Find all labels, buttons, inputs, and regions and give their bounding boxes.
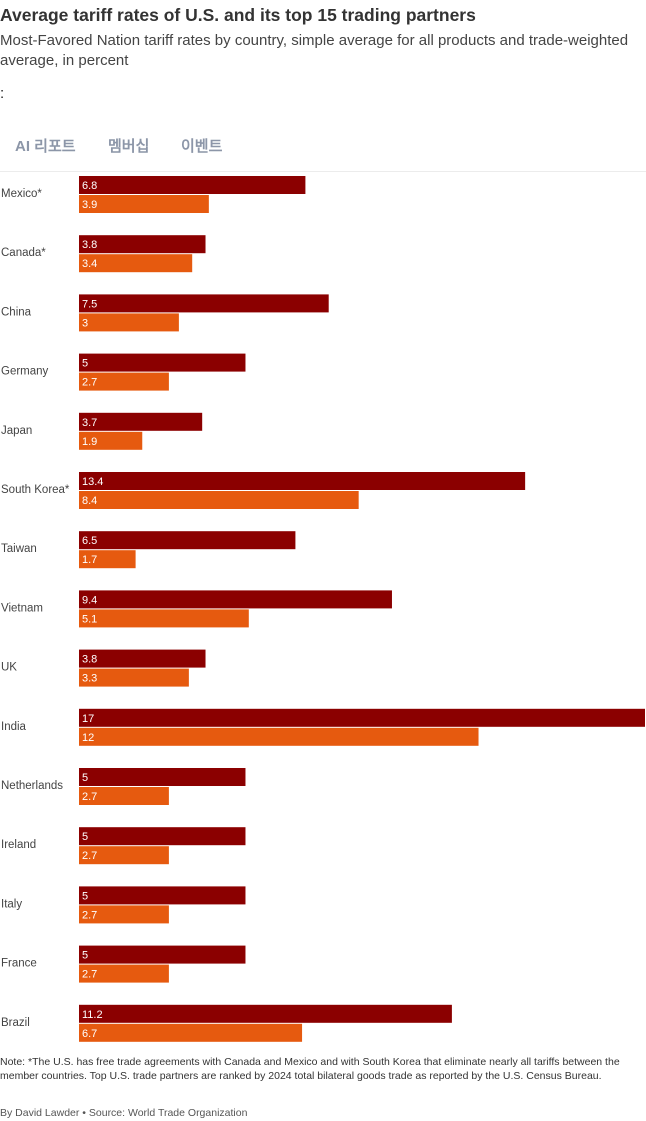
value-label-india-series-2: 12	[82, 732, 94, 744]
bar-netherlands-series-2	[79, 787, 169, 805]
bar-south-korea-series-2	[79, 491, 359, 509]
bar-uk-series-1	[79, 649, 206, 668]
bar-india-series-1	[79, 708, 645, 727]
bar-germany-series-2	[79, 372, 169, 391]
value-label-vietnam-series-1: 9.4	[82, 594, 97, 606]
value-label-germany-series-1: 5	[82, 358, 88, 370]
bar-brazil-series-2	[79, 1023, 303, 1042]
stray-mark: :	[0, 85, 5, 102]
value-label-mexico-series-2: 3.9	[82, 199, 97, 211]
bar-mexico-series-2	[79, 195, 209, 213]
category-label-uk: UK	[1, 662, 17, 674]
value-label-netherlands-series-1: 5	[82, 772, 88, 784]
bar-brazil-series-1	[79, 1004, 452, 1023]
value-label-japan-series-2: 1.9	[82, 436, 97, 448]
category-label-france: France	[1, 958, 37, 970]
nav-item-ai-report[interactable]: AI 리포트	[15, 138, 76, 155]
bar-vietnam-series-2	[79, 609, 249, 628]
value-label-ireland-series-1: 5	[82, 831, 88, 843]
value-label-brazil-series-1: 11.2	[82, 1009, 103, 1021]
value-label-mexico-series-1: 6.8	[82, 180, 97, 192]
bar-mexico-series-1	[79, 176, 306, 194]
category-label-taiwan: Taiwan	[1, 543, 37, 555]
category-label-china: China	[1, 306, 32, 318]
bar-italy-series-2	[79, 905, 169, 924]
category-label-india: India	[1, 721, 27, 733]
category-label-brazil: Brazil	[1, 1017, 30, 1029]
bar-chart: Mexico* 6.8 3.9 Canada* 3.8 3.4 China 7.5 3 Germa…	[1, 176, 645, 1042]
bar-germany-series-1	[79, 353, 246, 372]
value-label-china-series-2: 3	[82, 317, 88, 329]
bar-south-korea-series-1	[79, 472, 526, 490]
value-label-uk-series-1: 3.8	[82, 654, 97, 666]
category-label-japan: Japan	[1, 425, 32, 437]
value-label-italy-series-1: 5	[82, 890, 88, 902]
bar-japan-series-1	[79, 412, 203, 431]
category-label-south-korea: South Korea*	[1, 484, 70, 496]
bar-uk-series-2	[79, 668, 189, 687]
bar-japan-series-2	[79, 431, 143, 450]
chart-title: Average tariff rates of U.S. and its top…	[0, 5, 476, 25]
category-label-canada: Canada*	[1, 247, 46, 259]
value-label-ireland-series-2: 2.7	[82, 850, 97, 862]
category-label-vietnam: Vietnam	[1, 602, 43, 614]
value-label-india-series-1: 17	[82, 713, 94, 725]
byline-source: By David Lawder • Source: World Trade Or…	[0, 1107, 248, 1119]
bar-china-series-1	[79, 294, 329, 313]
value-label-uk-series-2: 3.3	[82, 673, 97, 685]
value-label-vietnam-series-2: 5.1	[82, 613, 97, 625]
chart-subtitle: Most-Favored Nation tariff rates by coun…	[0, 32, 629, 69]
value-label-brazil-series-2: 6.7	[82, 1028, 97, 1040]
bar-canada-series-1	[79, 235, 206, 254]
bar-france-series-1	[79, 945, 246, 964]
value-label-japan-series-1: 3.7	[82, 417, 97, 429]
value-label-netherlands-series-2: 2.7	[82, 791, 97, 803]
category-label-mexico: Mexico*	[1, 188, 42, 200]
value-label-canada-series-2: 3.4	[82, 258, 97, 270]
category-label-ireland: Ireland	[1, 839, 36, 851]
category-label-germany: Germany	[1, 366, 49, 378]
value-label-taiwan-series-2: 1.7	[82, 554, 97, 566]
value-label-taiwan-series-1: 6.5	[82, 535, 97, 547]
bar-taiwan-series-2	[79, 550, 136, 569]
category-label-italy: Italy	[1, 898, 22, 910]
value-label-france-series-1: 5	[82, 950, 88, 962]
bar-netherlands-series-1	[79, 768, 246, 786]
bar-china-series-2	[79, 313, 179, 332]
bar-france-series-2	[79, 964, 169, 983]
value-label-south-korea-series-2: 8.4	[82, 495, 97, 507]
bar-ireland-series-1	[79, 827, 246, 846]
category-label-netherlands: Netherlands	[1, 780, 63, 792]
value-label-france-series-2: 2.7	[82, 969, 97, 981]
footnote: Note: *The U.S. has free trade agreement…	[0, 1056, 620, 1082]
value-label-canada-series-1: 3.8	[82, 239, 97, 251]
bar-vietnam-series-1	[79, 590, 392, 609]
bar-canada-series-2	[79, 254, 193, 273]
value-label-south-korea-series-1: 13.4	[82, 476, 103, 488]
value-label-italy-series-2: 2.7	[82, 909, 97, 921]
nav-item-events[interactable]: 이벤트	[181, 138, 223, 155]
nav-bar: AI 리포트 멤버십 이벤트	[0, 135, 646, 172]
bar-taiwan-series-1	[79, 531, 296, 550]
bar-italy-series-1	[79, 886, 246, 905]
bar-india-series-2	[79, 727, 479, 746]
bar-ireland-series-2	[79, 846, 169, 865]
value-label-china-series-1: 7.5	[82, 298, 97, 310]
value-label-germany-series-2: 2.7	[82, 377, 97, 389]
nav-item-membership[interactable]: 멤버십	[108, 138, 150, 155]
